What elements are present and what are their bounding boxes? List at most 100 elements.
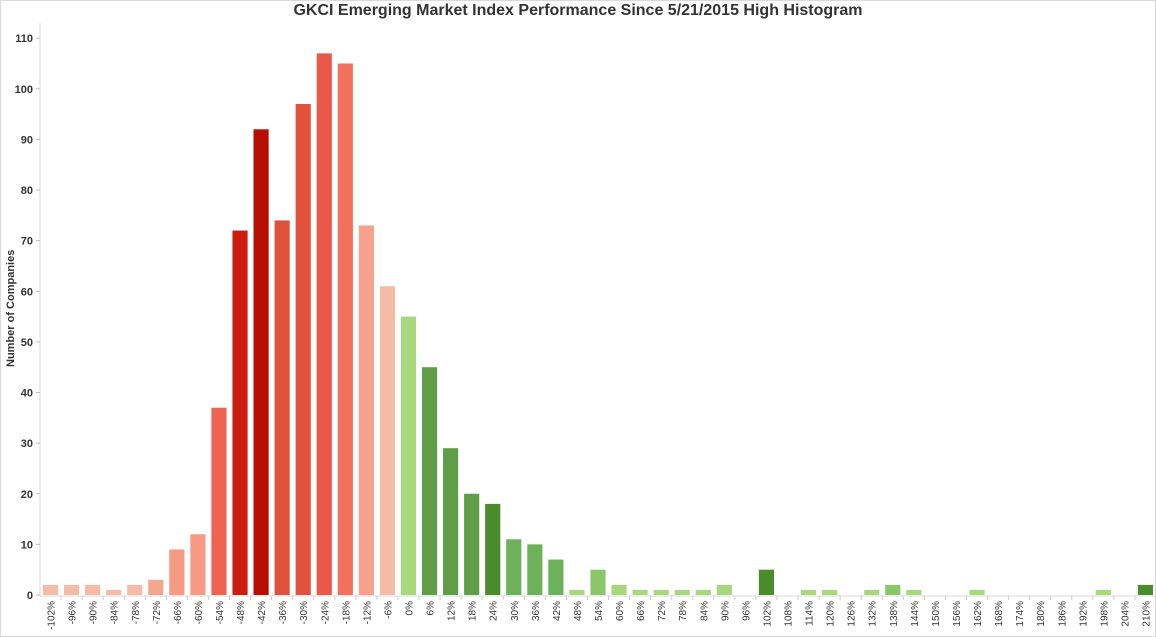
x-tick-label: -18% — [341, 601, 352, 624]
histogram-bar — [485, 503, 501, 595]
histogram-bar — [232, 230, 248, 596]
x-tick-label: 42% — [552, 601, 563, 621]
x-tick-label: 108% — [784, 601, 795, 627]
histogram-bar — [421, 367, 438, 595]
y-tick-label: 40 — [21, 388, 33, 400]
histogram-bar — [695, 589, 711, 595]
x-tick-label: 36% — [531, 601, 542, 621]
x-tick-label: -24% — [320, 601, 331, 624]
histogram-bar — [127, 584, 143, 595]
histogram-bar — [885, 584, 901, 595]
histogram-bar — [611, 584, 627, 595]
x-tick-label: 0% — [404, 601, 415, 616]
x-tick-label: -48% — [236, 601, 247, 624]
y-tick-label: 70 — [21, 236, 33, 248]
x-tick-label: 12% — [447, 601, 458, 621]
y-tick-label: 20 — [21, 489, 33, 501]
x-tick-label: -30% — [299, 601, 310, 624]
histogram-bar — [464, 493, 480, 595]
histogram-bar — [800, 589, 817, 595]
x-tick-label: 6% — [426, 601, 437, 616]
x-tick-label: 78% — [678, 601, 689, 621]
histogram-bar — [822, 589, 838, 595]
histogram-bar — [906, 589, 922, 595]
histogram-bar — [653, 589, 669, 595]
x-tick-label: 54% — [594, 601, 605, 621]
histogram-bar — [506, 539, 522, 595]
histogram-bar — [548, 559, 564, 595]
x-tick-label: 18% — [468, 601, 479, 621]
x-tick-label: -12% — [362, 601, 373, 624]
histogram-bar — [274, 220, 290, 596]
x-tick-label: 90% — [720, 601, 731, 621]
histogram-bar — [379, 286, 396, 595]
x-tick-label: 72% — [657, 601, 668, 621]
x-tick-label: 186% — [1057, 601, 1068, 627]
histogram-bar — [527, 544, 543, 595]
x-tick-label: -84% — [110, 601, 121, 624]
histogram-bar — [106, 589, 122, 595]
x-tick-label: 174% — [1015, 601, 1026, 627]
histogram-bar — [1137, 584, 1154, 595]
x-tick-label: 156% — [952, 601, 963, 627]
x-tick-label: 210% — [1141, 601, 1152, 627]
y-tick-label: 110 — [15, 33, 33, 45]
y-tick-label: 90 — [21, 134, 33, 146]
y-tick-label: 0 — [27, 590, 33, 602]
histogram-bar — [590, 569, 606, 595]
histogram-bar — [569, 589, 585, 595]
histogram-bar — [674, 589, 690, 595]
x-tick-label: -72% — [152, 601, 163, 624]
histogram-bar — [295, 103, 311, 596]
histogram-bar — [337, 63, 353, 595]
histogram-bar — [400, 316, 417, 595]
x-tick-label: 66% — [636, 601, 647, 621]
x-tick-label: 162% — [973, 601, 984, 627]
x-tick-label: 126% — [847, 601, 858, 627]
x-tick-label: -60% — [194, 601, 205, 624]
y-tick-label: 60 — [21, 286, 33, 298]
x-tick-label: 102% — [762, 601, 773, 627]
histogram-bar — [443, 448, 459, 595]
histogram-bar — [211, 407, 227, 595]
x-tick-label: 132% — [868, 601, 879, 627]
x-axis: -102% -96% -90% -84% -78% -72% -66% -60% -54% -48… — [40, 595, 1156, 630]
y-axis: 0 10 20 30 40 50 60 70 80 90 100 110 — [15, 23, 41, 602]
x-tick-label: -54% — [215, 601, 226, 624]
histogram-bar — [632, 589, 648, 595]
x-tick-label: 120% — [826, 601, 837, 627]
histogram-bar — [758, 569, 775, 595]
histogram-bar — [253, 129, 269, 596]
x-tick-label: 48% — [573, 601, 584, 621]
x-tick-label: -6% — [383, 601, 394, 619]
x-tick-label: -96% — [68, 601, 79, 624]
bars — [42, 53, 1154, 596]
y-tick-label: 50 — [21, 337, 33, 349]
chart-title: GKCI Emerging Market Index Performance S… — [293, 2, 863, 19]
histogram-bar — [1095, 589, 1111, 595]
histogram-bar — [864, 589, 880, 595]
histogram-bar — [148, 579, 164, 595]
y-tick-label: 80 — [21, 185, 33, 197]
x-tick-label: 150% — [931, 601, 942, 627]
x-tick-label: 24% — [489, 601, 500, 621]
x-tick-label: -90% — [89, 601, 100, 624]
x-tick-label: 168% — [994, 601, 1005, 627]
x-tick-label: -78% — [131, 601, 142, 624]
x-tick-label: -42% — [257, 601, 268, 624]
x-tick-label: 96% — [741, 601, 752, 621]
x-tick-label: 30% — [510, 601, 521, 621]
x-tick-label: 192% — [1078, 601, 1089, 627]
x-tick-label: 114% — [805, 601, 816, 626]
histogram-bar — [42, 584, 59, 595]
x-tick-label: 180% — [1036, 601, 1047, 627]
x-tick-label: -66% — [173, 601, 184, 624]
x-tick-label: 138% — [889, 601, 900, 627]
x-tick-label: 60% — [615, 601, 626, 621]
x-tick-label: 204% — [1120, 601, 1131, 627]
x-tick-label: 84% — [699, 601, 710, 621]
histogram-bar — [316, 53, 332, 596]
y-tick-label: 10 — [21, 539, 33, 551]
x-tick-label: -36% — [278, 601, 289, 624]
